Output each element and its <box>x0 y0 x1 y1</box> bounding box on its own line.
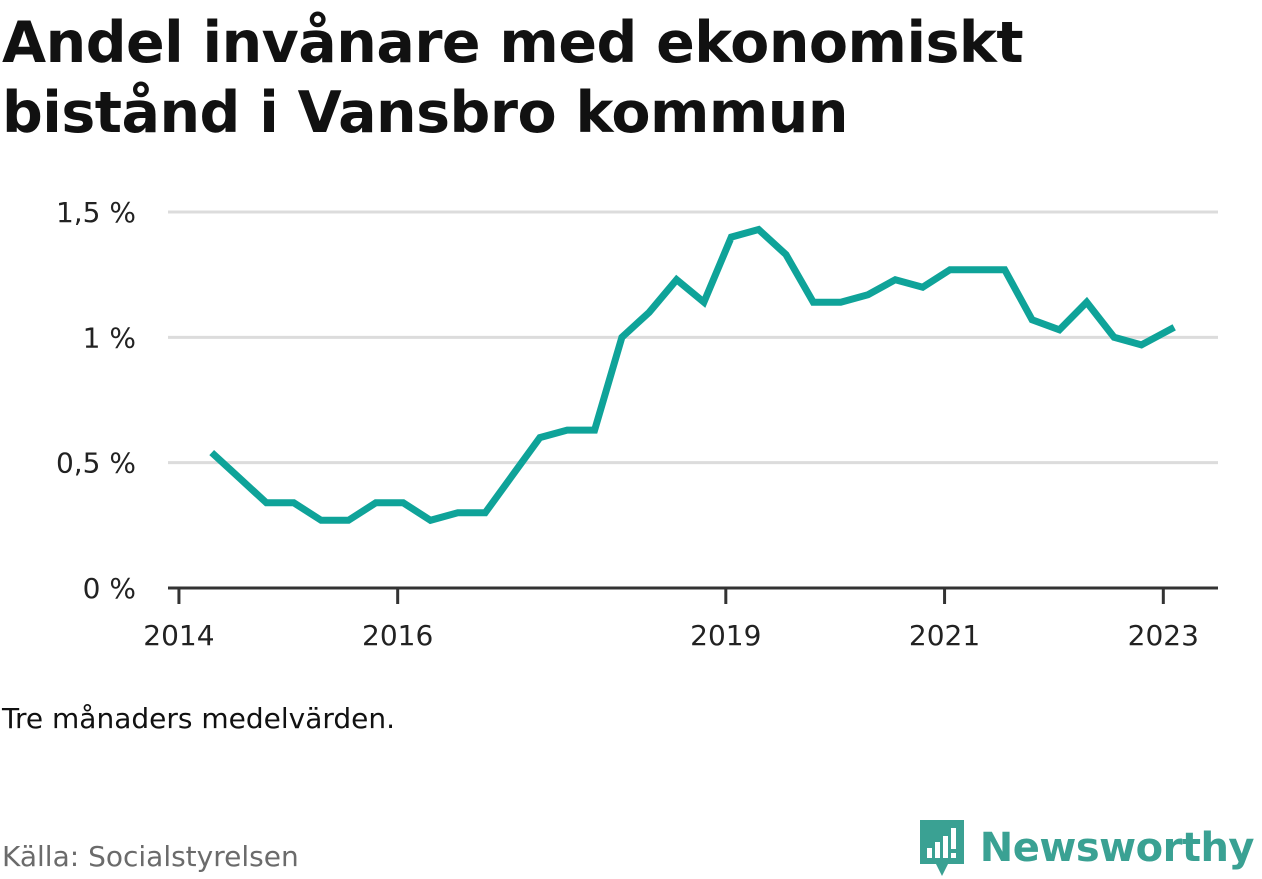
source-text: Källa: Socialstyrelsen <box>2 840 299 873</box>
x-tick-label: 2016 <box>362 619 433 652</box>
x-tick-label: 2021 <box>909 619 980 652</box>
x-tick-label: 2014 <box>143 619 214 652</box>
chart-title: Andel invånare med ekonomiskt bistånd i … <box>2 10 1024 146</box>
y-axis-labels: 0 % 0,5 % 1 % 1,5 % <box>56 196 136 605</box>
chart-note: Tre månaders medelvärden. <box>2 702 396 735</box>
x-tick-label: 2023 <box>1128 619 1199 652</box>
series-layer <box>209 225 1176 525</box>
brand-name: Newsworthy <box>979 825 1255 871</box>
x-tick-label: 2019 <box>690 619 761 652</box>
line-chart: 0 % 0,5 % 1 % 1,5 % 2014 2016 2019 2021 2023 <box>56 196 1218 652</box>
y-tick-label: 0 % <box>83 572 136 605</box>
newsworthy-logo-icon <box>919 820 964 876</box>
y-tick-label: 1 % <box>83 321 136 354</box>
y-tick-label: 0,5 % <box>56 447 136 480</box>
x-axis-labels: 2014 2016 2019 2021 2023 <box>143 619 1199 652</box>
x-axis <box>168 586 1218 604</box>
grid-lines <box>168 210 1218 465</box>
series-line <box>209 225 1176 525</box>
brand-logo[interactable]: Newsworthy <box>918 818 1255 878</box>
y-tick-label: 1,5 % <box>56 196 136 229</box>
